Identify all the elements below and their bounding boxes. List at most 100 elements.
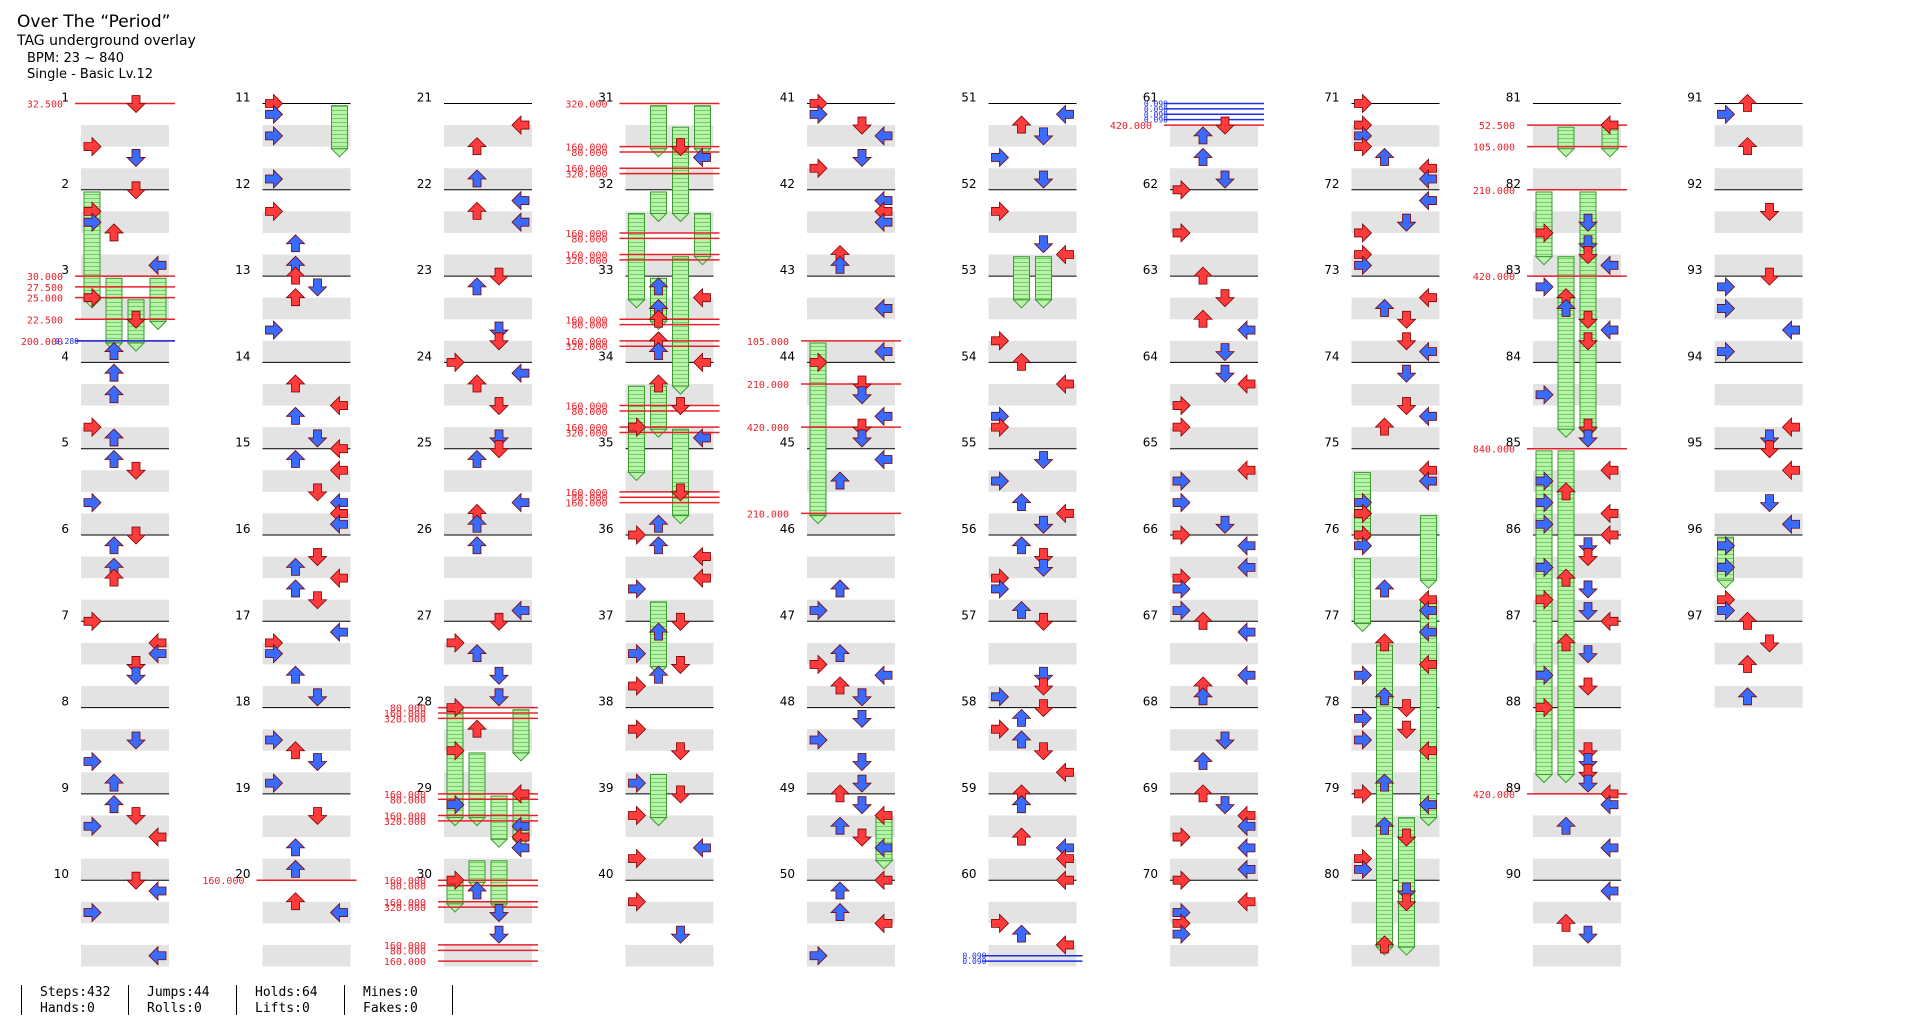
step-arrow (1172, 471, 1191, 492)
beat-stripe (807, 858, 895, 881)
step-arrow (104, 385, 124, 404)
beat-stripe (625, 599, 714, 622)
beat-stripe (444, 297, 532, 320)
step-chart: 1234567891011121314151617181920212223242… (21, 91, 1803, 968)
beat-stripe (81, 901, 169, 924)
beat-stripe (444, 254, 532, 277)
measure-number: 12 (235, 177, 250, 191)
step-arrow (1011, 827, 1032, 846)
measure-number: 96 (1687, 522, 1702, 536)
step-arrow (126, 871, 146, 890)
step-arrow (874, 212, 893, 233)
measure-number: 68 (1143, 695, 1158, 709)
beat-stripe (262, 427, 351, 449)
beat-stripe (807, 254, 895, 277)
step-arrow (1535, 589, 1554, 610)
step-arrow (1578, 429, 1598, 448)
stats-separator (452, 985, 453, 1015)
beat-stripe (807, 125, 895, 147)
step-arrow (1418, 794, 1437, 815)
step-arrow (1396, 332, 1417, 351)
hold-body (1420, 515, 1437, 581)
step-arrow (148, 881, 167, 901)
beat-stripe (1533, 772, 1621, 794)
beat-stripe (1533, 599, 1621, 622)
measure-number: 35 (598, 436, 613, 450)
beat-stripe (625, 686, 714, 708)
step-arrow (1055, 503, 1074, 524)
step-arrow (1737, 687, 1758, 706)
beat-stripe (1351, 211, 1440, 233)
hold-body (490, 860, 508, 905)
step-arrow (692, 147, 711, 168)
step-arrow (1759, 202, 1780, 221)
bpm-label: 105.000 (1473, 143, 1515, 154)
hold-body (1035, 256, 1052, 301)
step-arrow (1055, 848, 1074, 869)
bpm-label: 420.000 (1473, 272, 1515, 283)
step-arrow (1781, 514, 1800, 535)
stat-lifts: Lifts:0 (255, 1001, 310, 1016)
difficulty-label: Single - Basic Lv.12 (27, 67, 154, 82)
bpm-label: 160.000 (565, 337, 607, 348)
beat-stripe (988, 686, 1077, 708)
stop-label: 0.090 (1144, 100, 1168, 109)
measure-number: 79 (1324, 781, 1339, 795)
beat-stripe (1170, 254, 1258, 277)
step-arrow (1535, 514, 1554, 535)
measure-number: 27 (417, 608, 432, 622)
step-arrow (1535, 276, 1554, 297)
beat-stripe (1533, 729, 1621, 751)
step-arrow (1578, 645, 1598, 664)
beat-stripe (807, 556, 895, 579)
hold-tail (1419, 579, 1438, 590)
beat-stripe (625, 858, 714, 881)
step-arrow (692, 546, 711, 567)
step-arrow (83, 136, 102, 157)
step-arrow (1215, 116, 1235, 135)
step-arrow (1237, 374, 1256, 394)
step-arrow (1535, 384, 1554, 405)
step-arrow (126, 149, 146, 168)
step-arrow (1172, 870, 1191, 891)
step-arrow (830, 579, 850, 598)
hold-tail (330, 148, 349, 158)
beat-stripe (1714, 470, 1803, 492)
measure-number: 39 (598, 781, 613, 795)
step-arrow (1354, 222, 1373, 243)
measure-number: 65 (1143, 436, 1158, 450)
beat-stripe (1351, 729, 1440, 751)
step-arrow (809, 158, 828, 179)
beat-stripe (444, 470, 532, 492)
step-arrow (1033, 699, 1054, 718)
step-arrow (1578, 332, 1598, 351)
step-arrow (830, 676, 850, 695)
step-arrow (1759, 634, 1780, 653)
step-arrow (1556, 568, 1576, 587)
measure-number: 5 (61, 436, 69, 450)
beat-stripe (988, 125, 1077, 147)
step-arrow (148, 827, 167, 848)
step-arrow (1374, 147, 1395, 166)
step-arrow (307, 278, 328, 297)
step-arrow (874, 805, 893, 826)
beat-stripe (1714, 297, 1803, 320)
step-arrow (126, 807, 146, 826)
stats-separator (21, 985, 22, 1015)
step-arrow (1011, 536, 1032, 555)
step-arrow (852, 149, 872, 168)
beat-stripe (1714, 642, 1803, 665)
measure-number: 72 (1324, 177, 1339, 191)
step-arrow (1237, 859, 1256, 880)
step-arrow (83, 492, 102, 513)
step-arrow (1535, 492, 1554, 513)
step-arrow (265, 643, 284, 664)
step-arrow (104, 342, 124, 361)
hold-body (468, 752, 486, 819)
bpm-label: 160.000 (202, 876, 244, 887)
step-arrow (285, 449, 306, 468)
measure-number: 8 (61, 695, 69, 709)
beat-stripe (262, 599, 351, 622)
beat-stripe (1170, 168, 1258, 190)
measure-number: 20 (235, 867, 250, 881)
